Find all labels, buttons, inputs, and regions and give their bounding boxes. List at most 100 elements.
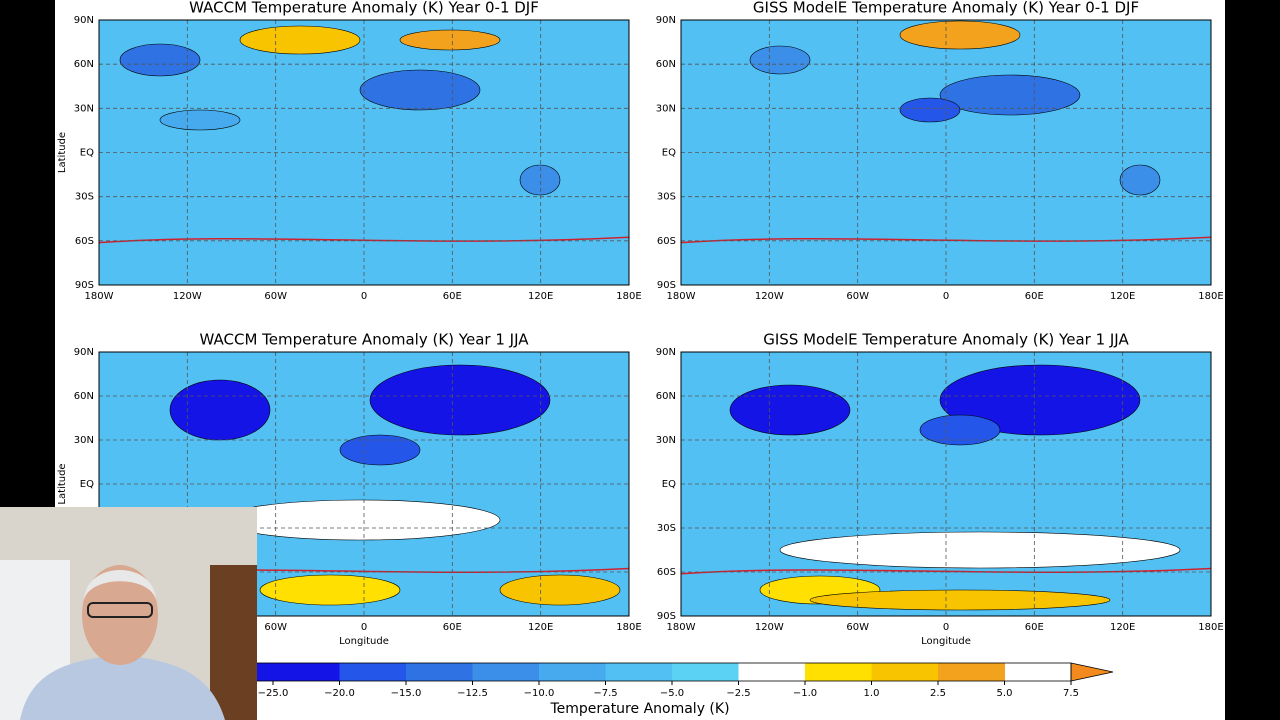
y-tick-label: 90N [656, 15, 676, 26]
anomaly-region [259, 574, 401, 606]
colorbar-segment [938, 663, 1005, 681]
map-title: WACCM Temperature Anomaly (K) Year 1 JJA [199, 331, 529, 349]
y-tick-label: EQ [80, 479, 94, 490]
y-tick-label: 60S [75, 236, 94, 247]
y-tick-label: 60N [74, 391, 94, 402]
colorbar-segment [406, 663, 473, 681]
colorbar-tick-label: −25.0 [258, 688, 289, 699]
anomaly-region [1119, 164, 1161, 196]
x-tick-label: 180E [1198, 291, 1223, 302]
y-tick-label: 60S [657, 567, 676, 578]
y-tick-label: 60N [74, 59, 94, 70]
colorbar-segment [472, 663, 540, 681]
anomaly-region [809, 589, 1111, 611]
anomaly-region [899, 20, 1021, 50]
colorbar-tick-label: −2.5 [726, 688, 750, 699]
x-tick-label: 180W [667, 291, 696, 302]
bookshelf [210, 565, 257, 720]
colorbar-tick-label: −10.0 [524, 688, 555, 699]
anomaly-region [399, 29, 501, 51]
x-tick-label: 180E [616, 291, 641, 302]
map-frame [680, 351, 1212, 617]
anomaly-region [729, 384, 851, 436]
y-tick-label: 90N [74, 347, 94, 358]
y-tick-label: 30N [74, 435, 94, 446]
colorbar-segment [339, 663, 407, 681]
map-panel: 180W 120W 60W 0 60E 120E 180E 90N 60N 30N EQ 30S 60S… [656, 331, 1224, 648]
map-frame [98, 351, 630, 617]
x-tick-label: 60W [846, 291, 869, 302]
colorbar-tick-label: 5.0 [997, 688, 1013, 699]
y-tick-label: 90S [657, 611, 676, 622]
x-tick-label: 60E [1025, 291, 1044, 302]
person-body [20, 655, 225, 720]
y-tick-label: 30N [656, 103, 676, 114]
colorbar-segment [805, 663, 872, 681]
y-tick-label: 90S [657, 280, 676, 291]
y-tick-label: 30S [657, 192, 676, 203]
person-hair [84, 570, 156, 600]
anomaly-region [749, 45, 811, 75]
colorbar-segment [738, 663, 806, 681]
x-tick-label: 120E [528, 291, 553, 302]
webcam-inset [0, 507, 257, 720]
y-tick-label: 30N [656, 435, 676, 446]
glasses [87, 602, 153, 618]
zero-contour [99, 236, 629, 244]
y-tick-label: 30S [75, 192, 94, 203]
anomaly-region [939, 364, 1141, 436]
colorbar-segment [871, 663, 939, 681]
y-tick-label: 30S [657, 523, 676, 534]
anomaly-region [779, 531, 1181, 569]
x-tick-label: 120E [528, 622, 553, 633]
x-tick-label: 60W [264, 622, 287, 633]
anomaly-region [919, 414, 1001, 446]
colorbar: −25.0 −20.0 −15.0 −12.5 −10.0 −7.5 −5.0 −2.5 −1.… [239, 662, 1114, 717]
x-tick-label: 60E [1025, 622, 1044, 633]
x-tick-label: 180E [1198, 622, 1223, 633]
x-tick-label: 120W [173, 291, 202, 302]
anomaly-region [169, 379, 271, 441]
y-tick-label: EQ [662, 479, 676, 490]
map-title: GISS ModelE Temperature Anomaly (K) Year… [753, 0, 1139, 17]
x-tick-label: 60W [264, 291, 287, 302]
y-tick-label: 60N [656, 59, 676, 70]
anomaly-region [939, 74, 1081, 116]
x-tick-label: 180W [85, 291, 114, 302]
x-tick-label: 0 [361, 291, 367, 302]
map-frame [680, 19, 1212, 286]
map-title: WACCM Temperature Anomaly (K) Year 0-1 D… [189, 0, 539, 17]
x-tick-label: 60W [846, 622, 869, 633]
x-axis-label: Longitude [339, 636, 389, 647]
colorbar-segment [539, 663, 606, 681]
x-tick-label: 60E [443, 291, 462, 302]
map-panel: 180W 120W 60W 0 60E 120E 180E 90N 60N 30N EQ 30S 60S… [57, 0, 642, 302]
person-head [82, 565, 158, 665]
x-axis-label: Longitude [921, 636, 971, 647]
colorbar-tick-label: −7.5 [593, 688, 617, 699]
y-tick-label: EQ [662, 148, 676, 159]
x-tick-label: 120W [755, 622, 784, 633]
x-tick-label: 120W [755, 291, 784, 302]
colorbar-tick-label: −5.0 [660, 688, 684, 699]
x-tick-label: 0 [943, 291, 949, 302]
y-tick-label: 60N [656, 391, 676, 402]
map-panel: 180W 120W 60W 0 60E 120E 180E 90N 60N 30N EQ 30S 60S… [656, 0, 1224, 302]
colorbar-segment [672, 663, 739, 681]
x-tick-label: 180E [616, 622, 641, 633]
anomaly-region [359, 69, 481, 111]
y-tick-label: 60S [657, 236, 676, 247]
x-tick-label: 180W [667, 622, 696, 633]
colorbar-segment [273, 663, 340, 681]
anomaly-region [119, 43, 201, 77]
anomaly-region [239, 25, 361, 55]
y-tick-label: EQ [80, 148, 94, 159]
map-frame [98, 19, 630, 286]
colorbar-tick-label: 1.0 [864, 688, 880, 699]
colorbar-tick-label: 2.5 [930, 688, 946, 699]
anomaly-region [219, 499, 501, 541]
x-tick-label: 120E [1110, 291, 1135, 302]
anomaly-region [499, 574, 621, 606]
map-title: GISS ModelE Temperature Anomaly (K) Year… [763, 331, 1129, 349]
